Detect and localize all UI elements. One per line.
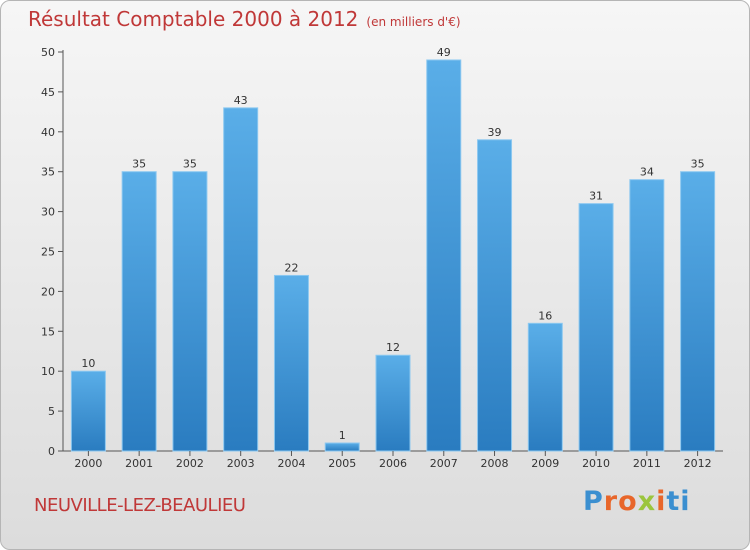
place-name: NEUVILLE-LEZ-BEAULIEU	[34, 495, 246, 516]
x-tick-label: 2006	[379, 457, 407, 470]
x-tick-label: 2009	[531, 457, 559, 470]
y-tick-label: 50	[41, 46, 55, 59]
value-label: 43	[234, 94, 248, 107]
x-tick-label: 2008	[481, 457, 509, 470]
y-tick-label: 5	[48, 405, 55, 418]
bar-2002	[172, 171, 208, 452]
x-tick-label: 2000	[74, 457, 102, 470]
chart-title-text: Résultat Comptable 2000 à 2012	[28, 7, 359, 31]
value-label: 10	[81, 357, 95, 370]
x-tick-label: 2002	[176, 457, 204, 470]
chart-subtitle: (en milliers d'€)	[366, 15, 461, 29]
value-label: 35	[691, 158, 705, 171]
x-tick-label: 2005	[328, 457, 356, 470]
bar-2010	[578, 203, 614, 452]
value-label: 34	[640, 166, 654, 179]
y-tick-label: 35	[41, 166, 55, 179]
logo-letter: o	[618, 486, 638, 517]
x-tick-label: 2004	[277, 457, 305, 470]
logo-letter: x	[637, 486, 657, 517]
value-label: 22	[284, 261, 298, 274]
value-label: 31	[589, 190, 603, 203]
y-tick-label: 25	[41, 246, 55, 259]
x-tick-label: 2012	[684, 457, 712, 470]
bar-2006	[375, 354, 411, 452]
value-label: 35	[132, 158, 146, 171]
x-tick-label: 2011	[633, 457, 661, 470]
bar-2009	[527, 322, 563, 452]
logo-letter: i	[656, 486, 667, 517]
chart-title: Résultat Comptable 2000 à 2012 (en millie…	[28, 7, 461, 31]
value-label: 39	[488, 126, 502, 139]
y-tick-label: 30	[41, 206, 55, 219]
bar-2012	[680, 171, 716, 452]
logo-letter: t	[666, 486, 681, 517]
logo-letter: r	[603, 486, 619, 517]
bar-2004	[273, 274, 309, 452]
value-label: 1	[339, 429, 346, 442]
bar-2000	[70, 370, 106, 452]
x-tick-label: 2001	[125, 457, 153, 470]
logo-letter: P	[583, 486, 604, 517]
value-label: 35	[183, 158, 197, 171]
bar-2007	[426, 59, 462, 452]
x-tick-label: 2003	[227, 457, 255, 470]
proxiti-logo[interactable]: Proxiti	[583, 486, 691, 517]
logo-letter: i	[680, 486, 691, 517]
value-label: 12	[386, 341, 400, 354]
value-label: 16	[538, 309, 552, 322]
y-tick-label: 40	[41, 126, 55, 139]
y-tick-label: 10	[41, 365, 55, 378]
bar-2008	[477, 139, 513, 452]
y-tick-label: 20	[41, 285, 55, 298]
bar-2001	[121, 171, 157, 452]
y-tick-label: 45	[41, 86, 55, 99]
value-label: 49	[437, 46, 451, 59]
x-tick-label: 2010	[582, 457, 610, 470]
bar-2003	[223, 107, 259, 452]
y-tick-label: 0	[48, 445, 55, 458]
bar-2005	[324, 442, 360, 452]
y-tick-label: 15	[41, 325, 55, 338]
bar-2011	[629, 179, 665, 452]
x-tick-label: 2007	[430, 457, 458, 470]
